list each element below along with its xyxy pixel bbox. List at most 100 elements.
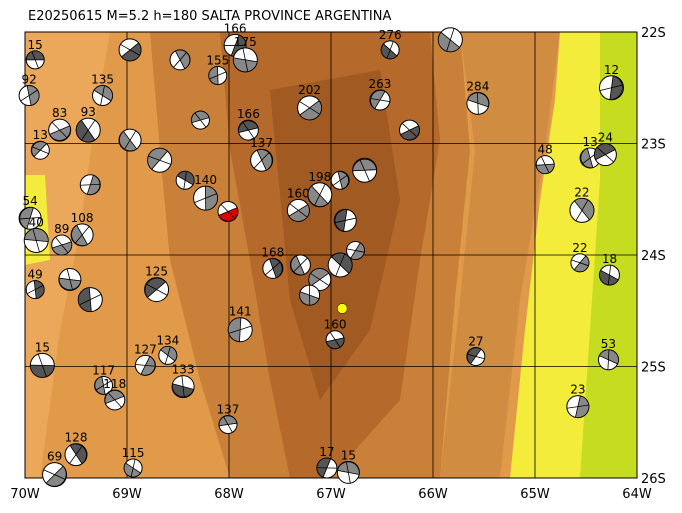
focal-mechanism <box>370 90 390 110</box>
focal-mechanism <box>26 281 44 299</box>
focal-mechanism <box>119 129 141 151</box>
depth-label: 13 <box>33 128 48 142</box>
focal-mechanism <box>326 331 344 349</box>
focal-mechanism <box>119 39 141 61</box>
epicenter <box>337 304 347 314</box>
focal-mechanism <box>30 353 54 377</box>
focal-mechanism <box>26 51 44 69</box>
focal-mechanism <box>209 66 227 84</box>
focal-mechanism <box>43 463 67 487</box>
y-tick-label: 26S <box>641 472 666 487</box>
depth-label: 48 <box>538 143 553 157</box>
depth-label: 125 <box>145 265 168 279</box>
focal-mechanism <box>337 461 359 483</box>
x-tick-label: 66W <box>418 487 448 502</box>
depth-label: 27 <box>468 334 483 348</box>
focal-mechanism <box>317 458 337 478</box>
focal-mechanism <box>571 254 589 272</box>
focal-mechanism <box>263 258 283 278</box>
depth-label: 49 <box>28 268 43 282</box>
x-tick-label: 67W <box>316 487 346 502</box>
depth-label: 89 <box>54 222 69 236</box>
focal-mechanism <box>19 86 39 106</box>
depth-label: 92 <box>21 73 36 87</box>
focal-mechanism <box>80 175 100 195</box>
depth-label: 15 <box>28 38 43 52</box>
depth-label: 12 <box>604 63 619 77</box>
focal-mechanism <box>536 156 554 174</box>
depth-label: 108 <box>71 211 94 225</box>
depth-label: 54 <box>22 194 37 208</box>
focal-mechanism <box>353 158 377 182</box>
depth-label: 118 <box>103 377 126 391</box>
depth-label: 202 <box>298 83 321 97</box>
depth-label: 40 <box>29 216 44 230</box>
focal-mechanism <box>71 224 93 246</box>
y-tick-label: 23S <box>641 138 666 153</box>
depth-label: 135 <box>91 73 114 87</box>
depth-label: 115 <box>122 446 145 460</box>
focal-mechanism <box>52 235 72 255</box>
focal-mechanism <box>567 396 589 418</box>
depth-label: 134 <box>156 333 179 347</box>
depth-label: 117 <box>92 363 115 377</box>
depth-label: 175 <box>234 35 257 49</box>
focal-mechanism <box>287 199 309 221</box>
depth-label: 166 <box>237 107 260 121</box>
x-tick-label: 70W <box>10 487 40 502</box>
x-tick-label: 64W <box>622 487 652 502</box>
focal-mechanism <box>300 285 320 305</box>
focal-mechanism <box>170 50 190 70</box>
depth-label: 17 <box>319 445 334 459</box>
focal-mechanism <box>334 209 356 231</box>
depth-label: 133 <box>172 363 195 377</box>
focal-mechanism <box>124 459 142 477</box>
depth-label: 141 <box>229 305 252 319</box>
focal-mechanism <box>194 186 218 210</box>
depth-label: 128 <box>65 431 88 445</box>
focal-mechanism <box>24 229 48 253</box>
y-tick-label: 25S <box>641 361 666 376</box>
depth-label: 137 <box>250 136 273 150</box>
depth-label: 93 <box>81 105 96 119</box>
depth-label: 166 <box>224 21 247 35</box>
focal-mechanism <box>31 141 49 159</box>
depth-label: 140 <box>194 173 217 187</box>
focal-mechanism <box>228 318 252 342</box>
focal-mechanism <box>145 278 169 302</box>
depth-label: 18 <box>602 252 617 266</box>
x-tick-label: 65W <box>520 487 550 502</box>
focal-mechanism <box>599 265 619 285</box>
depth-label: 160 <box>324 318 347 332</box>
depth-label: 263 <box>369 77 392 91</box>
focal-mechanism <box>400 120 420 140</box>
focal-mechanism <box>308 183 332 207</box>
focal-mechanism <box>233 48 257 72</box>
focal-mechanism <box>331 171 349 189</box>
depth-label: 24 <box>598 131 613 145</box>
focal-mechanism <box>600 76 624 100</box>
focal-mechanism <box>76 118 100 142</box>
focal-mechanism <box>78 288 102 312</box>
focal-mechanism <box>218 202 238 222</box>
focal-mechanism <box>176 171 194 189</box>
focal-mechanism <box>59 269 81 291</box>
depth-label: 155 <box>206 53 229 67</box>
depth-label: 168 <box>261 245 284 259</box>
focal-mechanism <box>290 255 310 275</box>
focal-mechanism <box>93 86 113 106</box>
x-tick-label: 68W <box>214 487 244 502</box>
depth-label: 160 <box>287 186 310 200</box>
focal-mechanism <box>135 355 155 375</box>
focal-mechanism <box>594 144 616 166</box>
focal-mechanism <box>438 28 462 52</box>
depth-label: 22 <box>572 241 587 255</box>
depth-label: 53 <box>601 337 616 351</box>
focal-mechanism <box>381 41 399 59</box>
depth-label: 127 <box>134 342 157 356</box>
x-tick-label: 69W <box>112 487 142 502</box>
depth-label: 137 <box>217 402 240 416</box>
depth-label: 22 <box>574 185 589 199</box>
